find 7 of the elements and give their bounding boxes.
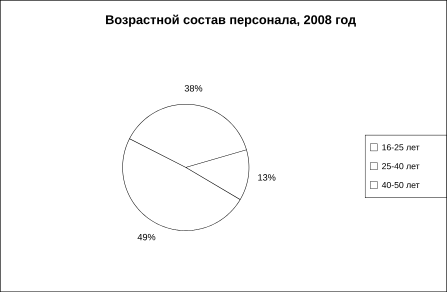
data-label: 38% bbox=[184, 85, 202, 92]
chart-title: Возрастной состав персонала, 2008 год bbox=[106, 14, 356, 27]
legend-label: 16-25 лет bbox=[382, 144, 420, 150]
legend-label: 25-40 лет bbox=[382, 163, 420, 170]
data-label: 49% bbox=[138, 234, 156, 240]
legend-label: 40-50 лет bbox=[382, 182, 420, 188]
data-label: 13% bbox=[258, 174, 276, 181]
